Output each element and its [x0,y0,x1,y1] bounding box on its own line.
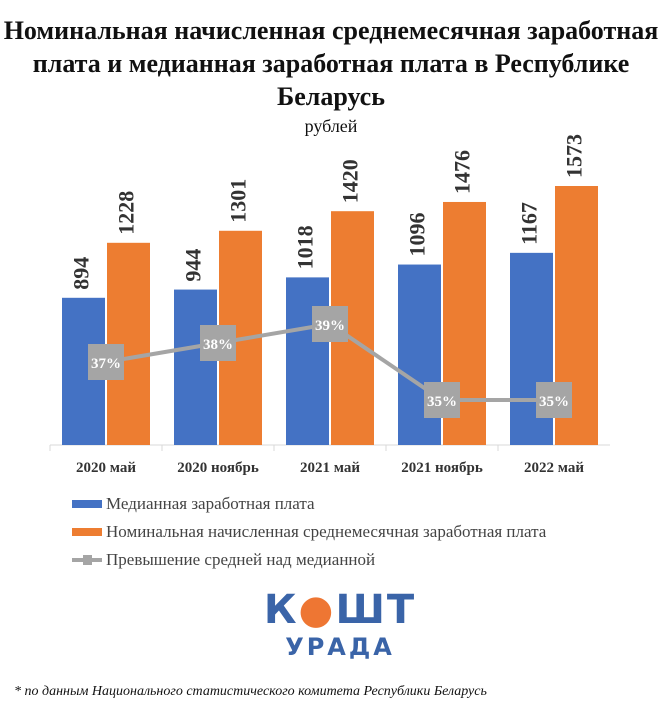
logo-line1: К●ШТ [263,587,417,633]
footnote: * по данным Национального статистическог… [14,684,487,699]
bar-average [107,242,150,445]
x-tick-label: 2022 май [524,460,584,476]
chart-title: Номинальная начисленная среднемесячная з… [3,16,659,111]
bar-value-label: 1096 [405,213,430,257]
bar-value-label: 1167 [517,202,542,245]
bar-value-label: 1228 [114,191,139,235]
x-tick-label: 2021 май [300,460,360,476]
legend-swatch-blue [72,500,102,508]
legend-swatch-orange [72,528,102,536]
bar-value-label: 944 [181,249,206,282]
bar-value-label: 1476 [450,150,475,194]
line-marker [424,382,460,418]
legend-label: Номинальная начисленная среднемесячная з… [106,522,547,541]
bar-value-label: 1301 [226,179,251,223]
x-tick-label: 2021 ноябрь [401,460,483,476]
logo: К●ШТ УРАДА [250,588,430,662]
line-value-label: 39% [315,318,345,334]
legend: Медианная заработная плата Номинальная н… [72,490,546,574]
line-value-label: 35% [427,394,457,410]
line-marker [200,325,236,361]
legend-swatch-gray-line [72,555,102,565]
line-value-label: 35% [539,394,569,410]
bar-value-label: 1420 [338,159,363,203]
line-marker [536,382,572,418]
chart-subtitle: рублей [304,116,358,136]
legend-item-average: Номинальная начисленная среднемесячная з… [72,518,546,546]
legend-item-median: Медианная заработная плата [72,490,546,518]
line-marker [88,344,124,380]
bar-median [174,289,217,445]
bar-value-label: 1018 [293,225,318,269]
bar-value-label: 1573 [562,134,587,178]
chart-plot: 894 1228 2020 май 944 1301 2020 ноябрь 1018 142… [49,134,610,476]
x-tick-label: 2020 май [76,460,136,476]
legend-item-excess: Превышение средней над медианной [72,546,546,574]
x-tick-label: 2020 ноябрь [177,460,259,476]
line-value-label: 38% [203,337,233,353]
bar-median [286,277,329,445]
bar-value-label: 894 [69,257,94,290]
legend-label: Превышение средней над медианной [106,550,376,569]
logo-line2: УРАДА [285,633,395,661]
legend-label: Медианная заработная плата [106,494,315,513]
line-marker [312,306,348,342]
line-value-label: 37% [91,356,121,372]
